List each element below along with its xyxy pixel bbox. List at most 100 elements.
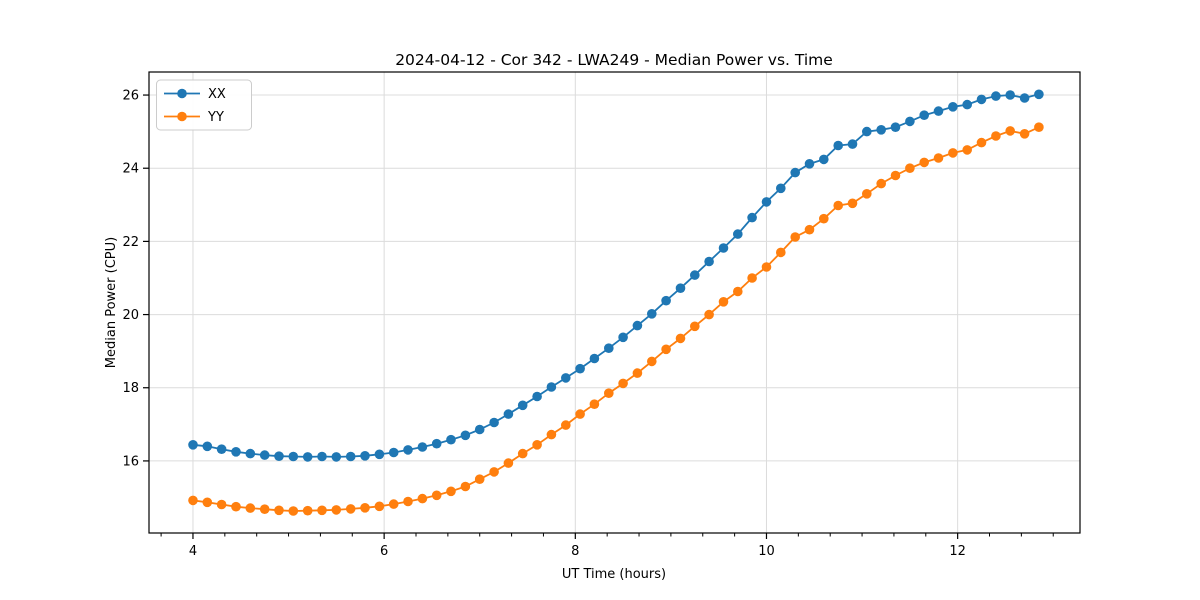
data-point-XX [962,99,972,110]
data-point-XX [847,139,858,149]
data-point-XX [1034,89,1044,100]
data-point-XX [489,417,499,428]
data-point-YY [288,506,299,516]
data-point-XX [388,447,399,458]
data-point-XX [374,449,385,460]
data-point-YY [431,490,442,501]
legend-swatch-marker [177,111,187,122]
data-point-XX [274,451,284,462]
data-point-XX [933,106,944,116]
data-point-YY [804,224,815,235]
series-XX [188,89,1044,462]
data-point-XX [905,116,915,127]
data-point-YY [718,297,729,307]
data-point-XX [231,447,241,457]
data-point-YY [675,333,686,344]
data-point-XX [1005,90,1015,100]
data-point-YY [632,368,643,378]
data-point-YY [790,232,800,242]
data-point-XX [690,270,700,280]
data-point-YY [761,262,772,272]
data-point-XX [647,309,657,319]
x-tick-label: 12 [949,544,966,559]
data-point-YY [618,378,628,389]
y-axis-label: Median Power (CPU) [104,237,119,368]
data-point-XX [259,450,270,460]
data-point-XX [632,320,643,331]
series-layer [188,89,1044,516]
data-point-YY [1019,129,1030,139]
data-point-XX [1019,93,1030,103]
y-tick-label: 24 [122,162,139,177]
data-point-YY [460,481,471,492]
y-tick-label: 18 [122,381,139,396]
data-point-YY [776,247,786,258]
data-point-XX [804,159,815,169]
legend-item-YY: YY [164,110,224,125]
data-point-YY [417,493,428,504]
data-point-YY [345,504,356,514]
data-point-YY [647,356,657,367]
legend-box [156,79,252,131]
data-point-XX [890,122,901,132]
data-point-XX [532,391,542,402]
data-point-XX [360,451,370,461]
series-line-XX [192,93,1040,458]
data-point-XX [474,424,485,435]
data-point-YY [976,137,987,148]
data-point-XX [919,110,929,120]
data-point-XX [575,363,585,374]
data-point-YY [360,503,370,513]
data-point-YY [474,474,485,485]
data-point-YY [546,429,557,440]
data-point-XX [245,448,256,459]
data-point-XX [733,229,743,239]
grid [149,72,1080,533]
data-point-XX [517,400,528,411]
data-point-XX [761,197,772,207]
data-point-XX [345,451,356,462]
y-tick-label: 20 [122,308,139,323]
data-point-YY [245,503,256,513]
x-axis-label: UT Time (hours) [562,567,666,582]
plot-border [148,71,1081,534]
data-point-XX [991,91,1001,101]
data-point-YY [388,499,399,509]
data-point-YY [202,497,213,508]
y-tick-label: 22 [122,235,139,250]
data-point-YY [403,496,413,507]
x-tick-label: 8 [571,544,579,559]
data-point-YY [302,505,313,516]
data-point-YY [517,448,528,459]
data-point-XX [331,452,342,462]
data-point-YY [446,486,456,497]
data-point-XX [431,438,442,449]
data-point-XX [561,373,571,383]
data-point-XX [288,451,299,462]
y-tick-label: 26 [122,89,139,104]
legend-label-XX: XX [208,87,226,102]
series-YY [188,122,1044,516]
data-point-YY [833,200,843,211]
axis-ticks: 4 6 8 10 12 16 18 20 22 24 26 [122,89,1054,559]
x-tick-label: 6 [380,544,388,559]
data-point-XX [819,154,829,165]
data-point-YY [532,440,542,450]
data-point-XX [317,451,327,462]
data-point-XX [604,343,614,354]
chart-title: 2024-04-12 - Cor 342 - LWA249 - Median P… [395,51,833,69]
data-point-YY [847,198,858,209]
data-point-YY [1005,126,1015,136]
data-point-XX [446,434,456,445]
data-point-XX [202,441,213,452]
data-point-YY [690,321,700,332]
data-point-XX [876,125,886,135]
data-point-YY [905,163,915,173]
data-point-YY [933,153,944,163]
legend: XX YY [156,79,252,131]
data-point-YY [231,501,241,512]
data-point-XX [718,243,729,253]
data-point-YY [331,505,342,515]
data-point-XX [503,409,514,419]
data-point-XX [618,332,628,343]
